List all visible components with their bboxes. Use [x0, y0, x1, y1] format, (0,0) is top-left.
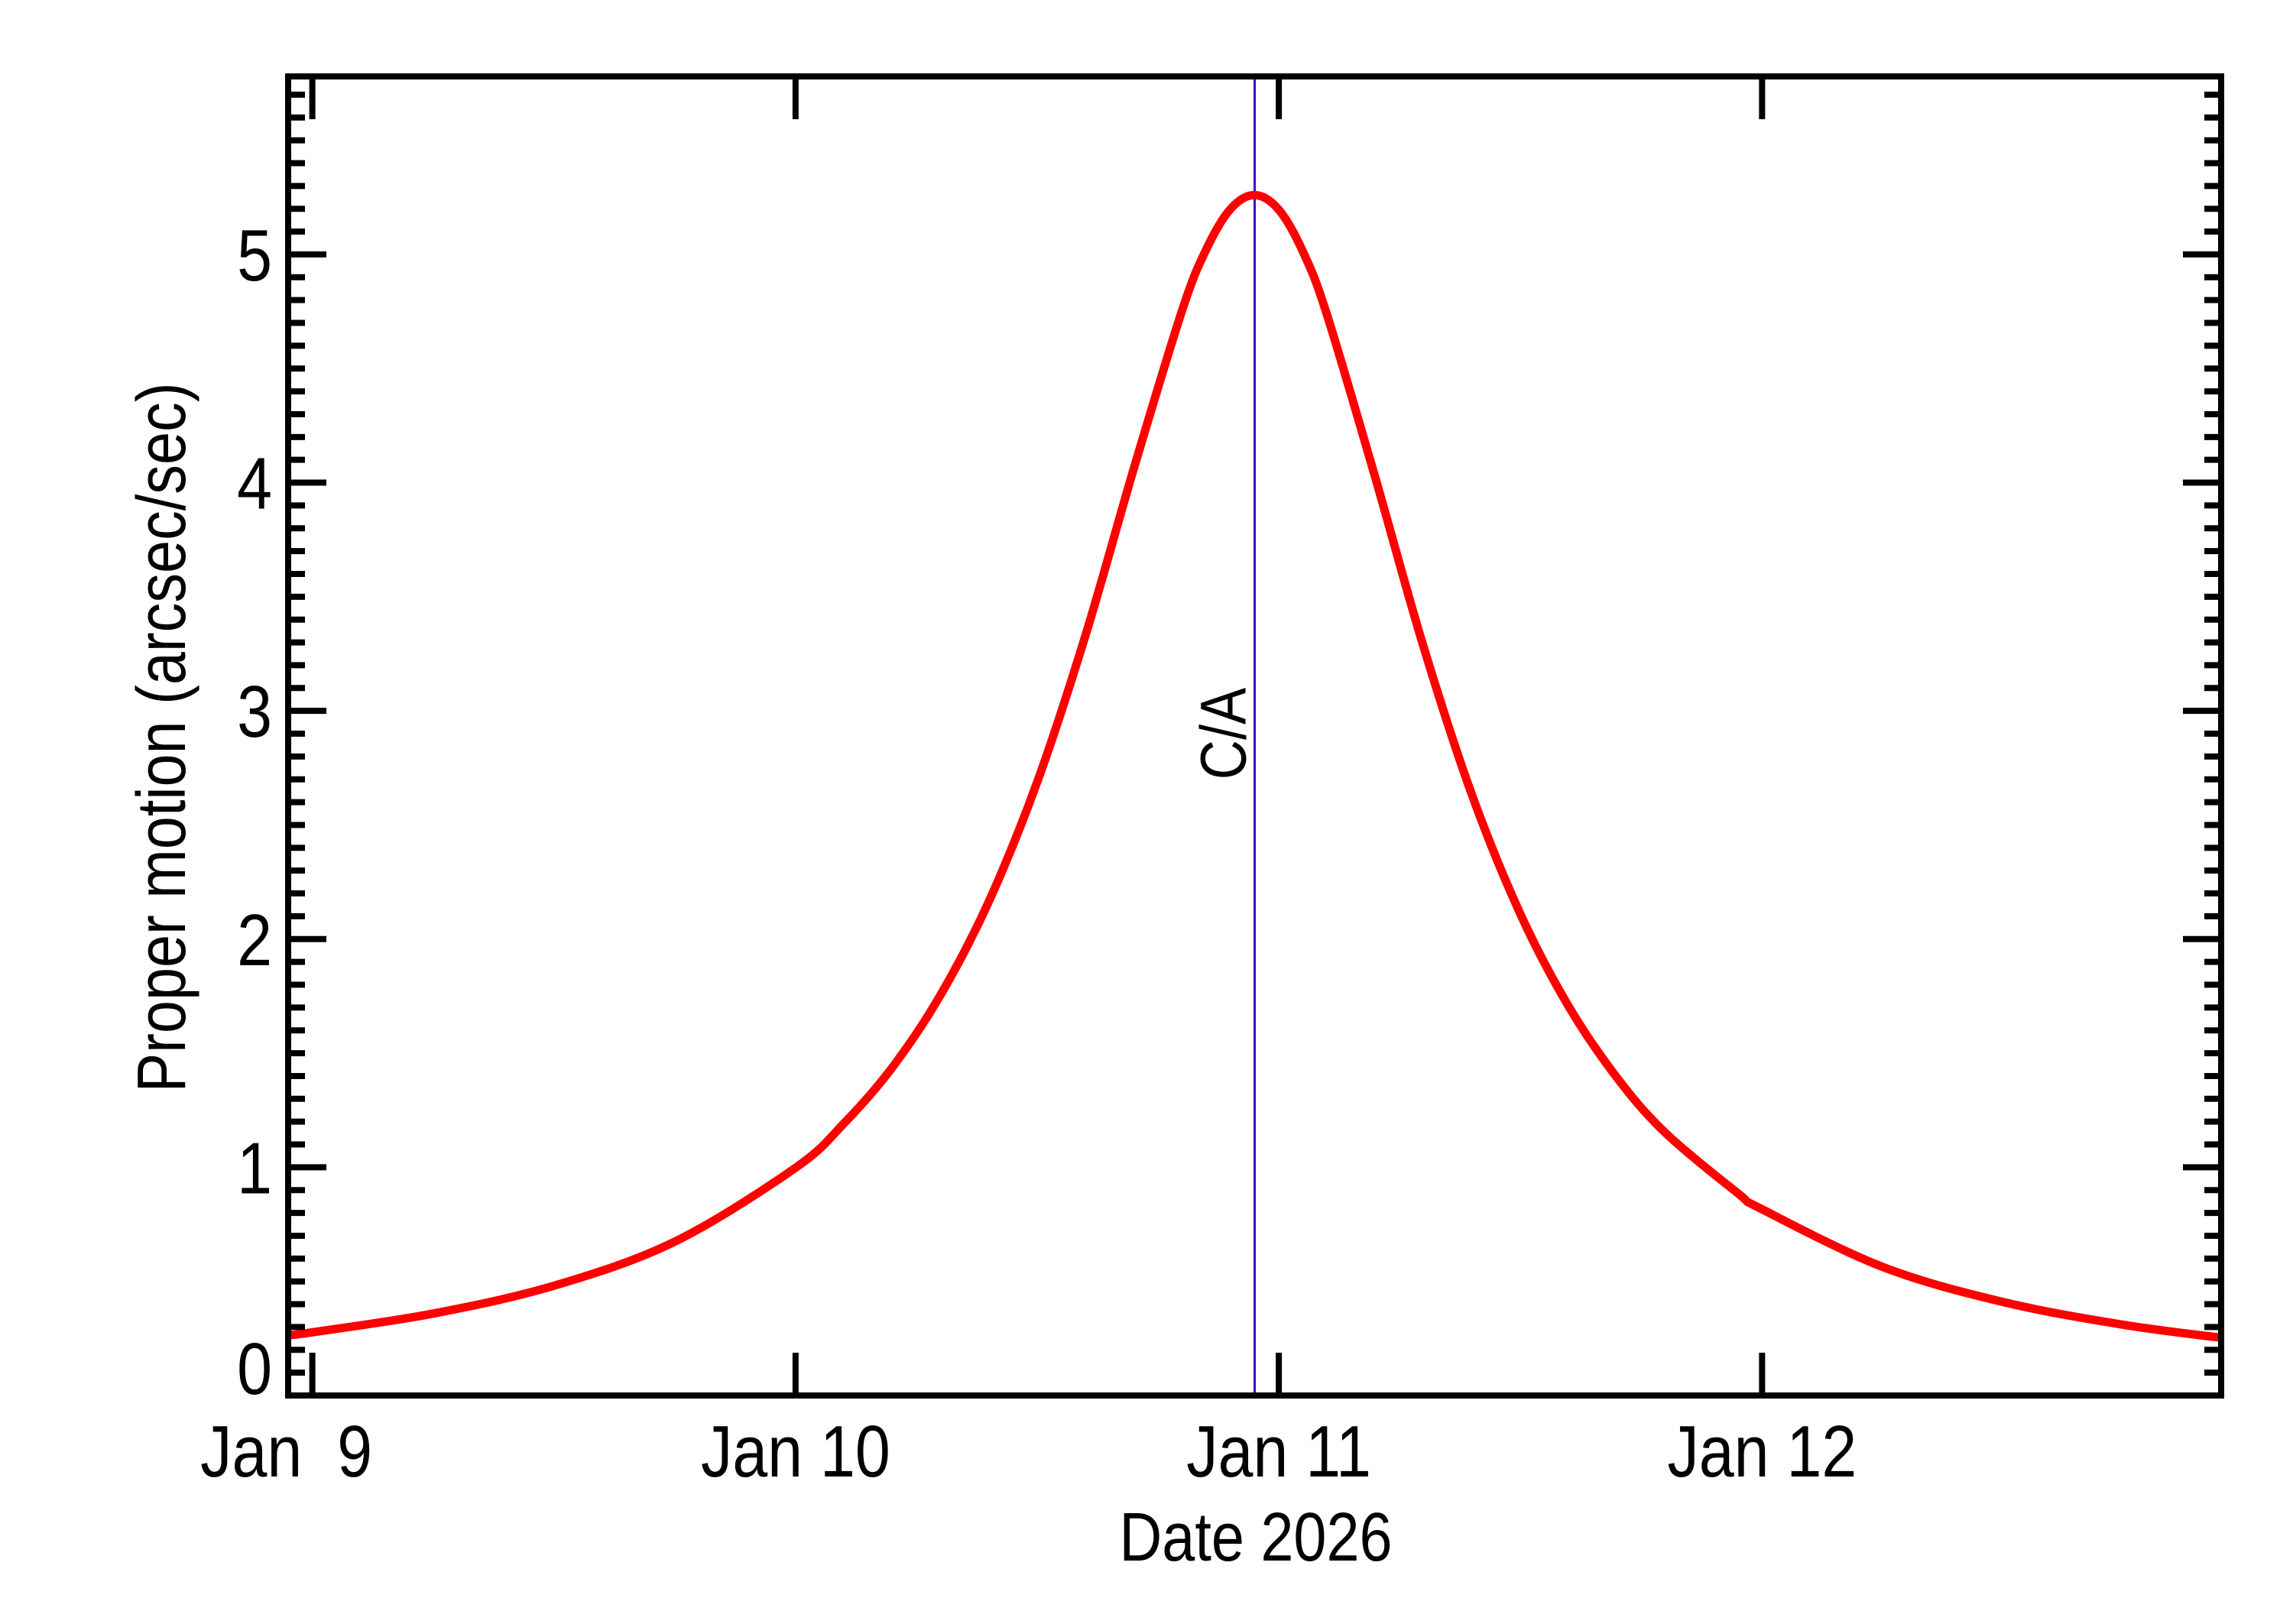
y-tick-label: 2	[237, 899, 272, 981]
x-tick-label: Jan 12	[1667, 1410, 1857, 1492]
plot-area: C/A	[287, 76, 2222, 1395]
closest-approach-marker: C/A	[1187, 76, 1260, 1395]
x-tick-label: Jan 11	[1186, 1410, 1371, 1492]
y-tick-label: 0	[237, 1327, 272, 1409]
y-tick-label: 3	[237, 670, 272, 752]
y-tick-label: 5	[237, 214, 272, 296]
x-tick-label: Jan 10	[701, 1410, 890, 1492]
closest-approach-label: C/A	[1187, 687, 1259, 780]
proper-motion-curve	[287, 190, 2222, 1342]
y-tick-label: 1	[237, 1127, 272, 1209]
x-tick-label: Jan 9	[200, 1410, 372, 1492]
y-tick-label: 4	[237, 442, 272, 524]
x-axis-title: Date 2026	[1119, 1499, 1392, 1576]
x-axis-tick-labels: Jan 9 Jan 10 Jan 11 Jan 12	[200, 1410, 1857, 1492]
plot-frame	[285, 73, 2224, 1399]
y-axis-tick-labels: 0 1 2 3 4 5	[237, 214, 272, 1409]
y-axis-title: Proper motion (arcsec/sec)	[123, 383, 200, 1093]
